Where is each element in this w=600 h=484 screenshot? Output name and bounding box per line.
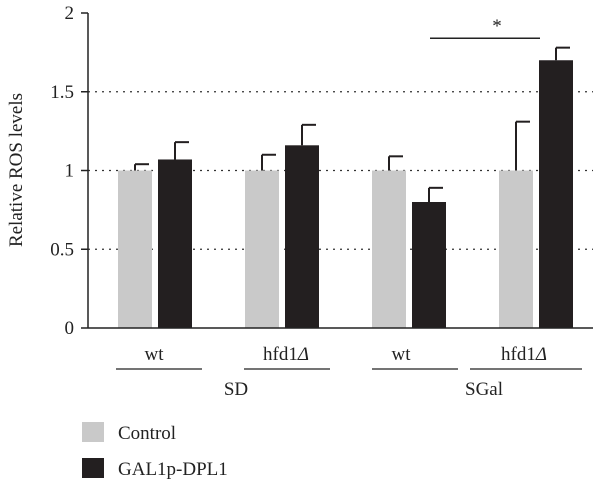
legend-label: GAL1p-DPL1 (118, 459, 228, 480)
bars (118, 60, 573, 328)
bar (158, 159, 192, 328)
legend-label: Control (118, 423, 176, 444)
strain-label: hfd1Δ (263, 344, 309, 365)
y-ticks: 0 0.5 1 1.5 2 (50, 3, 88, 339)
bar (499, 170, 533, 328)
media-label: SD (224, 379, 248, 400)
y-tick-label: 2 (65, 3, 75, 24)
bar (285, 145, 319, 328)
error-bars (134, 46, 570, 202)
bar (412, 202, 446, 328)
strain-label: wt (145, 344, 165, 365)
media-label: SGal (465, 379, 503, 400)
bar (372, 170, 406, 328)
y-tick-label: 1 (65, 161, 75, 182)
legend-swatch (82, 422, 104, 442)
y-tick-label: 0 (65, 318, 75, 339)
y-tick-label: 0.5 (50, 239, 74, 260)
bar (539, 60, 573, 328)
strain-label: hfd1Δ (501, 344, 547, 365)
legend: Control GAL1p-DPL1 (82, 422, 228, 480)
legend-swatch (82, 458, 104, 478)
significance-annotation: * (430, 16, 540, 39)
x-category-labels: wt hfd1Δ wt hfd1Δ SD SGal (116, 344, 582, 400)
bar (245, 170, 279, 328)
significance-star: * (492, 16, 502, 37)
bar (118, 170, 152, 328)
strain-label: wt (392, 344, 412, 365)
y-axis-label: Relative ROS levels (6, 93, 27, 247)
y-tick-label: 1.5 (50, 82, 74, 103)
